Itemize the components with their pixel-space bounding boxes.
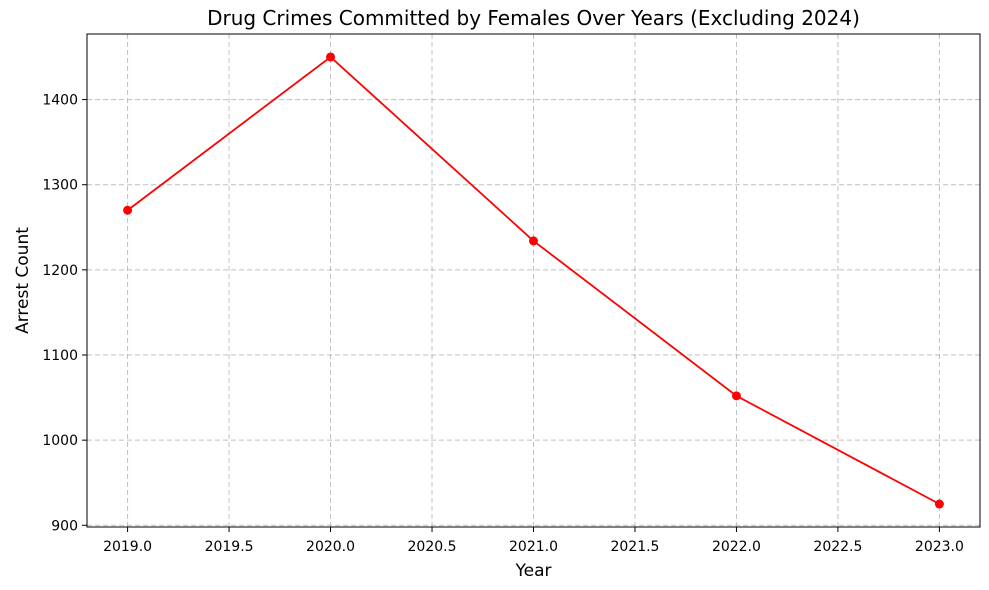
y-tick-label: 1300 (42, 178, 78, 194)
grid (87, 34, 980, 527)
y-tick-label: 1000 (42, 433, 78, 449)
data-point (934, 499, 944, 509)
x-tick-label: 2021.0 (509, 539, 558, 555)
x-tick-label: 2019.5 (205, 539, 254, 555)
x-tick-label: 2023.0 (915, 539, 964, 555)
data-point (123, 205, 133, 215)
x-tick-label: 2022.5 (813, 539, 862, 555)
series-layer (123, 52, 944, 509)
data-point (529, 236, 538, 246)
y-tick-label: 1100 (42, 348, 78, 364)
y-tick-label: 1200 (42, 263, 78, 279)
x-tick-label: 2020.5 (408, 539, 457, 555)
chart-title: Drug Crimes Committed by Females Over Ye… (207, 6, 860, 30)
x-tick-label: 2019.0 (103, 539, 152, 555)
y-axis-title: Arrest Count (13, 227, 33, 334)
x-axis-title: Year (515, 561, 552, 581)
y-tick-label: 1400 (42, 93, 78, 109)
x-tick-label: 2022.0 (712, 539, 761, 555)
y-tick-label: 900 (51, 518, 78, 534)
data-point (731, 391, 741, 401)
axis-ticks: 2019.0 2019.5 2020.0 2020.5 2021.0 2021.5 2022… (42, 93, 964, 555)
data-point (326, 52, 336, 62)
x-tick-label: 2020.0 (306, 539, 355, 555)
x-tick-label: 2021.5 (610, 539, 659, 555)
